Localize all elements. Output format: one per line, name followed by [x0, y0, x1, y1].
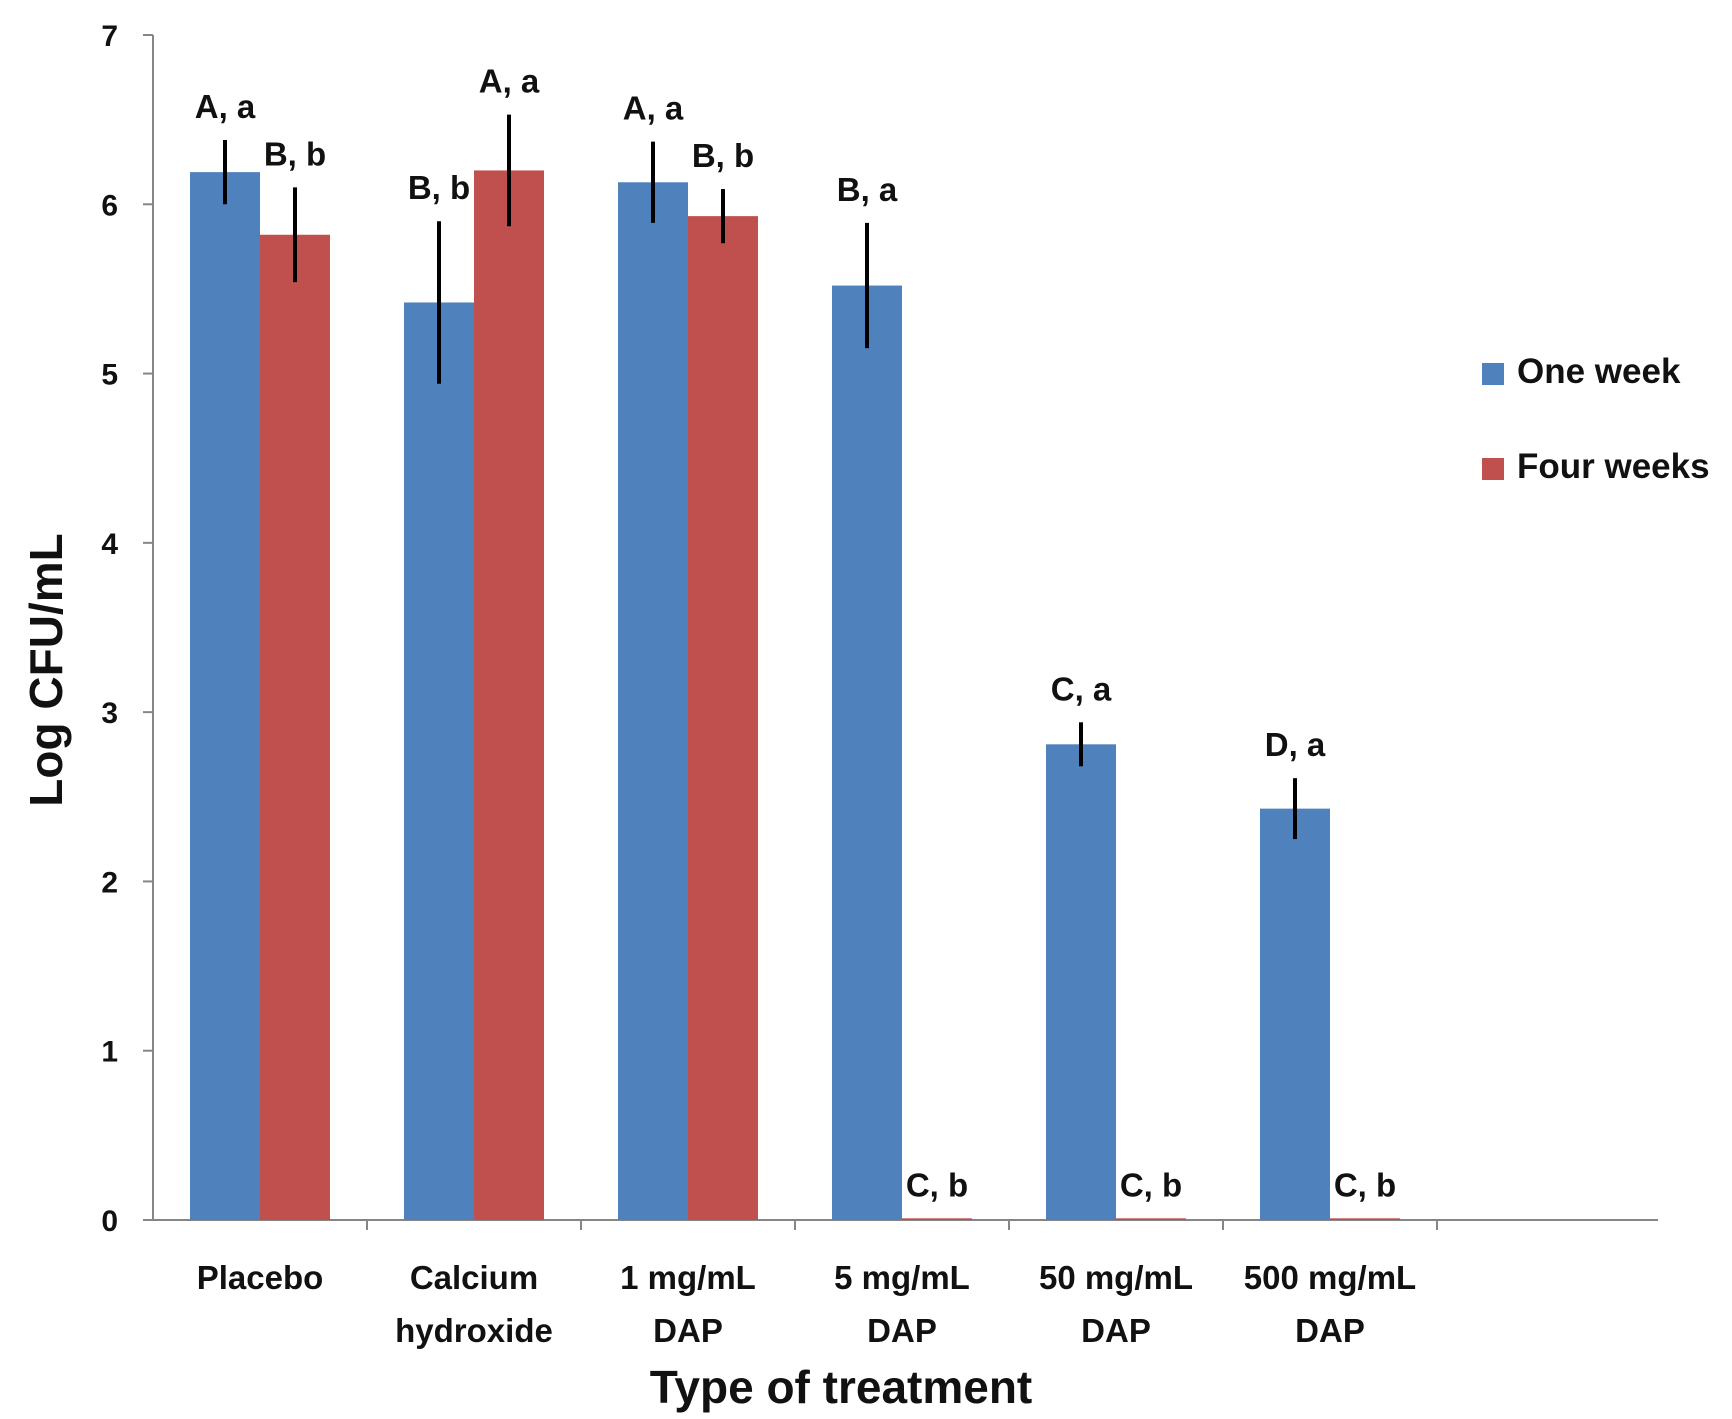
- bar-one-week: [190, 172, 260, 1220]
- significance-label: B, b: [264, 135, 326, 172]
- bar-four-weeks: [474, 170, 544, 1220]
- x-tick-label: hydroxide: [395, 1312, 553, 1349]
- bar-one-week: [1046, 744, 1116, 1220]
- x-tick-label: DAP: [867, 1312, 937, 1349]
- x-tick-label: DAP: [653, 1312, 723, 1349]
- legend-label: Four weeks: [1517, 447, 1710, 486]
- significance-label: A, a: [479, 63, 540, 100]
- y-tick-label: 7: [101, 20, 118, 53]
- significance-label: C, b: [1334, 1166, 1396, 1203]
- significance-label: C, a: [1051, 670, 1112, 707]
- y-tick-label: 2: [101, 866, 118, 899]
- legend-label: One week: [1517, 352, 1681, 391]
- significance-label: B, b: [692, 137, 754, 174]
- y-tick-label: 5: [101, 359, 118, 392]
- bar-one-week: [832, 285, 902, 1220]
- significance-label: B, b: [408, 169, 470, 206]
- y-tick-label: 1: [101, 1036, 118, 1069]
- y-axis-title: Log CFU/mL: [20, 533, 72, 806]
- x-tick-label: DAP: [1081, 1312, 1151, 1349]
- bar-four-weeks: [688, 216, 758, 1220]
- bar-one-week: [618, 182, 688, 1220]
- bar-one-week: [1260, 808, 1330, 1220]
- x-tick-label: 1 mg/mL: [620, 1259, 756, 1296]
- y-tick-label: 6: [101, 189, 118, 222]
- significance-label: A, a: [623, 90, 684, 127]
- y-tick-label: 4: [101, 528, 118, 561]
- significance-label: C, b: [906, 1166, 968, 1203]
- significance-label: C, b: [1120, 1166, 1182, 1203]
- x-tick-label: Placebo: [197, 1259, 324, 1296]
- x-tick-label: 500 mg/mL: [1244, 1259, 1416, 1296]
- significance-label: A, a: [195, 88, 256, 125]
- x-tick-label: DAP: [1295, 1312, 1365, 1349]
- legend-swatch: [1482, 458, 1504, 480]
- x-tick-label: 5 mg/mL: [834, 1259, 970, 1296]
- bar-four-weeks: [260, 234, 330, 1220]
- significance-label: D, a: [1265, 726, 1326, 763]
- y-tick-label: 3: [101, 697, 118, 730]
- bar-one-week: [404, 302, 474, 1220]
- x-axis-title: Type of treatment: [650, 1361, 1033, 1413]
- legend-swatch: [1482, 363, 1504, 385]
- y-tick-label: 0: [101, 1205, 118, 1238]
- x-tick-label: Calcium: [410, 1259, 538, 1296]
- x-tick-label: 50 mg/mL: [1039, 1259, 1193, 1296]
- bar-four-weeks: [902, 1218, 972, 1220]
- bar-four-weeks: [1116, 1218, 1186, 1220]
- significance-label: B, a: [837, 171, 898, 208]
- bar-four-weeks: [1330, 1218, 1400, 1220]
